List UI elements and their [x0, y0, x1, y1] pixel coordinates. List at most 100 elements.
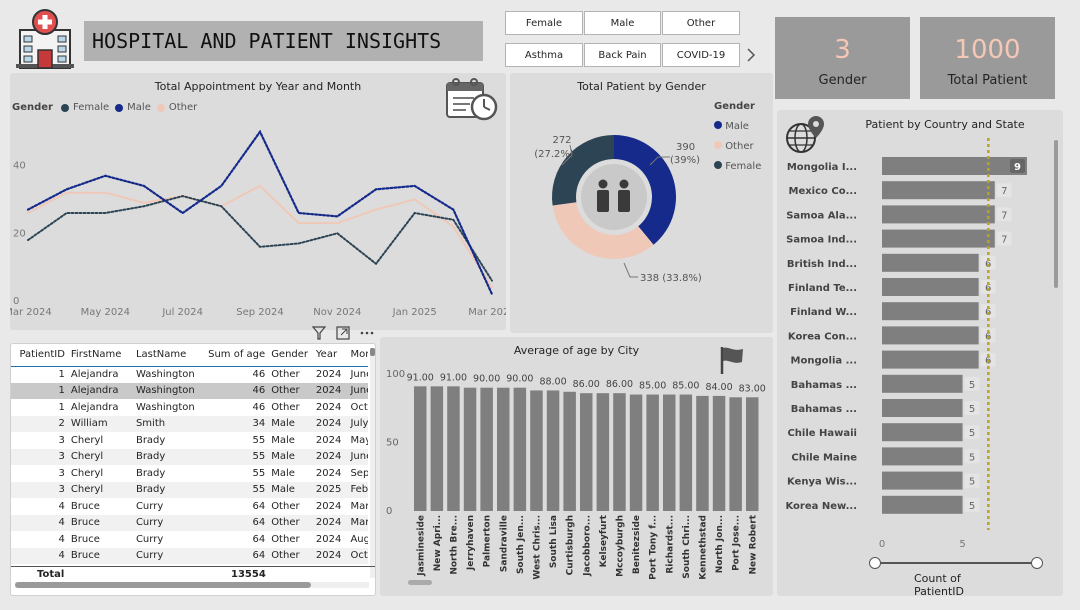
- country-bar: [882, 423, 963, 442]
- range-slider[interactable]: [869, 556, 1043, 570]
- patient-table-panel[interactable]: PatientID FirstName LastName Sum of age Gend…: [10, 343, 376, 596]
- horizontal-scrollbar[interactable]: [408, 580, 432, 585]
- city-bar: [629, 394, 643, 511]
- chart-title: Total Appointment by Year and Month: [154, 80, 362, 93]
- data-label: (27.2%): [534, 149, 574, 160]
- city-bar: [679, 394, 693, 511]
- total-label: Total: [37, 569, 65, 580]
- gender-count-card: 3 Gender: [775, 17, 910, 99]
- table-cell: Other: [271, 385, 300, 397]
- table-cell: Mar: [350, 500, 368, 512]
- table-row[interactable]: 1 Alejandra Washington 46 Other 2024 June: [11, 366, 368, 383]
- city-bar: [729, 397, 742, 511]
- focus-mode-icon[interactable]: [334, 324, 352, 342]
- table-cell: 2: [58, 418, 65, 430]
- slicer-condition-back-pain[interactable]: Back Pain: [584, 43, 661, 67]
- y-category-label: Chile Maine: [791, 452, 857, 463]
- x-category-label: Kennethstad: [698, 515, 708, 580]
- country-bar: [882, 350, 979, 369]
- city-bar: [563, 391, 576, 511]
- data-label: 85.00: [672, 381, 699, 392]
- slicer-label: Back Pain: [598, 49, 647, 61]
- table-cell: 64: [252, 517, 266, 529]
- flag-icon: [718, 345, 746, 375]
- slicer-label: Asthma: [524, 49, 564, 61]
- vertical-scrollbar[interactable]: [370, 348, 375, 578]
- table-row[interactable]: 3 Cheryl Brady 55 Male 2024 May: [11, 432, 368, 449]
- table-row[interactable]: 4 Bruce Curry 64 Other 2024 Octo: [11, 547, 368, 564]
- table-cell: Cheryl: [70, 451, 104, 463]
- city-bar: [430, 386, 444, 511]
- table-cell: Washington: [135, 385, 195, 397]
- column-header[interactable]: Mor: [350, 349, 368, 361]
- column-header[interactable]: FirstName: [70, 349, 122, 361]
- table-cell: Bruce: [70, 533, 100, 545]
- table-cell: Cheryl: [70, 484, 104, 496]
- data-label: 272: [552, 135, 571, 146]
- table-row[interactable]: 4 Bruce Curry 64 Other 2024 Mar: [11, 498, 368, 515]
- table-row[interactable]: 4 Bruce Curry 64 Other 2024 Mar: [11, 514, 368, 531]
- country-bar: [882, 399, 963, 417]
- column-header[interactable]: Sum of age: [208, 349, 266, 361]
- horizontal-scrollbar[interactable]: [15, 582, 369, 588]
- table-row[interactable]: 4 Bruce Curry 64 Other 2024 Aug: [11, 531, 368, 548]
- age-city-panel[interactable]: Average of age by City 0 50 100 91.00 Jasmin…: [380, 337, 773, 596]
- table-row[interactable]: 3 Cheryl Brady 55 Male 2025 Febr: [11, 481, 368, 498]
- table-cell: Curry: [135, 550, 164, 562]
- table-cell: Cheryl: [70, 467, 104, 479]
- donut-slice-male: [614, 135, 676, 245]
- table-cell: 3: [58, 467, 65, 479]
- column-header[interactable]: LastName: [135, 349, 187, 361]
- column-header[interactable]: Year: [315, 349, 338, 361]
- data-label: 85.00: [639, 381, 666, 392]
- more-options-icon[interactable]: [358, 324, 376, 342]
- total-patient-card: 1000 Total Patient: [920, 17, 1055, 99]
- gender-donut-panel[interactable]: Total Patient by Gender Gender Male Othe…: [510, 73, 773, 333]
- table-total-row: Total 13554: [11, 566, 375, 582]
- slicer-gender-other[interactable]: Other: [662, 11, 740, 35]
- hospital-icon: [14, 8, 76, 70]
- table-cell: 2025: [315, 484, 342, 496]
- data-label-bg: [964, 401, 980, 415]
- city-bar: [513, 387, 527, 511]
- table-row[interactable]: 1 Alejandra Washington 46 Other 2024 June: [11, 382, 368, 399]
- city-bar: [712, 395, 726, 511]
- data-label: 390: [676, 142, 695, 153]
- gender-donut-chart: 390 (39%) 272 (27.2%) 338 (33.8%): [534, 135, 702, 284]
- y-category-label: Chile Hawaii: [787, 428, 857, 439]
- vertical-scrollbar[interactable]: [1054, 140, 1058, 288]
- data-label-bg: [980, 352, 996, 367]
- slicer-condition-asthma[interactable]: Asthma: [505, 43, 583, 67]
- legend-title: Gender: [714, 101, 755, 112]
- table-row[interactable]: 3 Cheryl Brady 55 Male 2024 Septe: [11, 465, 368, 482]
- x-category-label: Jasmineside: [416, 515, 426, 577]
- table-cell: 1: [58, 385, 65, 397]
- patient-body: [618, 190, 630, 212]
- table-cell: 2024: [315, 369, 342, 380]
- slicer-label: Other: [686, 17, 716, 29]
- slicer-gender-male[interactable]: Male: [584, 11, 661, 35]
- column-header[interactable]: Gender: [271, 349, 309, 361]
- table-cell: Mar: [350, 517, 368, 529]
- country-chart-panel[interactable]: Patient by Country and State Mongolia I.…: [777, 110, 1063, 598]
- column-header[interactable]: PatientID: [19, 349, 65, 361]
- filter-icon[interactable]: [310, 324, 328, 342]
- scroll-thumb[interactable]: [15, 582, 311, 588]
- slicer-condition-covid[interactable]: COVID-19: [662, 43, 740, 67]
- appointments-chart-panel[interactable]: Total Appointment by Year and Month Gend…: [10, 73, 506, 330]
- slicer-gender-female[interactable]: Female: [505, 11, 583, 35]
- globe-pin-icon: [783, 114, 827, 154]
- table-cell: 64: [252, 500, 266, 512]
- slider-handle-min[interactable]: [869, 557, 881, 569]
- slider-handle-max[interactable]: [1031, 557, 1043, 569]
- scroll-thumb[interactable]: [370, 348, 375, 356]
- chevron-right-icon[interactable]: [744, 45, 758, 65]
- table-row[interactable]: 3 Cheryl Brady 55 Male 2024 June: [11, 448, 368, 465]
- legend-marker-male: [714, 121, 722, 129]
- table-row[interactable]: 1 Alejandra Washington 46 Other 2024 Octo: [11, 399, 368, 416]
- country-bar: [882, 157, 1027, 175]
- x-tick-label: Jan 2025: [392, 307, 437, 318]
- data-label: 86.00: [573, 379, 600, 390]
- y-category-label: Mexico Co...: [789, 186, 858, 197]
- table-row[interactable]: 2 William Smith 34 Male 2024 July: [11, 415, 368, 432]
